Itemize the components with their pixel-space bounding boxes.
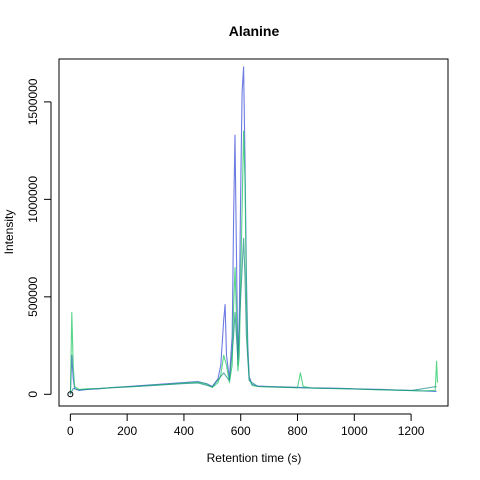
chart-title: Alanine (229, 23, 280, 39)
y-axis-label: Intensity (2, 210, 16, 255)
x-axis-label: Retention time (s) (207, 451, 302, 465)
x-tick-label: 1000 (341, 424, 368, 438)
plot-frame (58, 58, 449, 407)
x-tick-label: 1200 (398, 424, 425, 438)
y-tick-label: 0 (26, 391, 40, 398)
x-tick-label: 200 (117, 424, 137, 438)
data-point-marker (67, 391, 74, 398)
y-axis: 0 500000 1000000 1500000 (26, 78, 52, 398)
y-tick-label: 1000000 (26, 176, 40, 223)
y-tick-label: 500000 (26, 276, 40, 316)
marker-layer (67, 391, 74, 398)
x-tick-label: 600 (231, 424, 251, 438)
y-tick-label: 1500000 (26, 78, 40, 125)
series-line-teal (69, 237, 437, 395)
x-tick-label: 400 (174, 424, 194, 438)
x-axis: 0 200 400 600 800 1000 1200 (67, 413, 425, 438)
series-layer (69, 66, 439, 395)
x-tick-label: 800 (287, 424, 307, 438)
x-tick-label: 0 (67, 424, 74, 438)
